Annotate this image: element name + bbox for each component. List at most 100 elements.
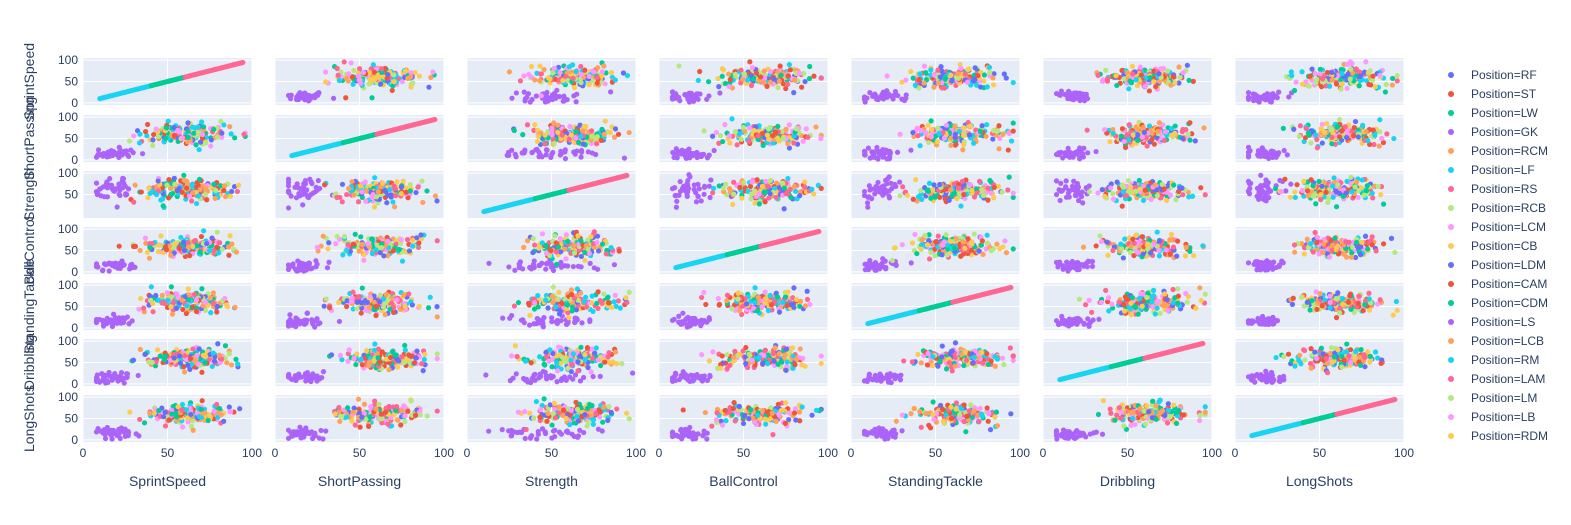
data-point xyxy=(153,126,159,132)
data-point xyxy=(509,95,515,101)
data-point xyxy=(200,124,207,130)
data-point xyxy=(1053,191,1060,198)
data-point xyxy=(351,192,357,198)
data-point xyxy=(939,68,945,74)
data-point xyxy=(155,178,161,184)
data-point xyxy=(588,128,595,134)
data-point xyxy=(575,233,581,239)
data-point xyxy=(185,120,191,126)
subplot-Strength-vs-LongShots xyxy=(1234,171,1405,218)
data-point xyxy=(294,268,300,274)
data-point xyxy=(398,184,405,190)
data-point xyxy=(970,78,977,84)
data-point xyxy=(204,197,210,203)
data-point xyxy=(731,191,737,197)
data-point xyxy=(100,151,107,157)
data-point xyxy=(165,195,172,201)
data-point xyxy=(704,96,710,102)
data-point xyxy=(1351,133,1357,139)
data-point xyxy=(738,136,744,142)
data-point xyxy=(1329,134,1335,140)
subplot-Strength-vs-ShortPassing xyxy=(274,171,445,218)
data-point xyxy=(984,84,990,90)
data-point xyxy=(761,189,767,195)
data-point xyxy=(1130,71,1136,77)
data-point xyxy=(196,176,203,182)
data-point xyxy=(334,194,340,201)
data-point xyxy=(1173,197,1179,203)
data-point xyxy=(399,79,405,85)
data-point xyxy=(150,142,156,149)
data-point xyxy=(748,196,754,202)
data-point xyxy=(1152,182,1158,188)
data-point xyxy=(228,131,234,137)
data-point xyxy=(543,242,549,249)
data-point xyxy=(1077,190,1083,196)
subplot-ShortPassing-vs-ShortPassing xyxy=(274,115,445,162)
data-point xyxy=(802,179,808,185)
data-point xyxy=(816,228,822,235)
data-point xyxy=(1394,78,1400,84)
data-point xyxy=(407,181,413,188)
data-point xyxy=(543,250,550,256)
data-point xyxy=(346,185,352,192)
data-point xyxy=(390,199,396,205)
data-point xyxy=(693,199,700,205)
data-point xyxy=(935,125,941,131)
data-point xyxy=(227,124,233,130)
data-point xyxy=(775,123,781,129)
data-point xyxy=(420,199,426,206)
data-point xyxy=(1363,188,1370,194)
data-point xyxy=(710,190,716,196)
data-point xyxy=(762,199,768,205)
data-point xyxy=(586,73,592,80)
data-point xyxy=(956,185,962,191)
data-point xyxy=(1129,63,1136,69)
data-point xyxy=(1126,86,1132,92)
data-point xyxy=(214,229,220,235)
data-point xyxy=(766,195,772,201)
subplot-SprintSpeed-vs-Dribbling xyxy=(1042,58,1213,105)
data-point xyxy=(306,97,312,104)
data-point xyxy=(340,252,346,258)
data-point xyxy=(193,142,199,148)
data-point xyxy=(1101,126,1108,133)
data-point xyxy=(716,84,722,90)
data-point xyxy=(285,176,292,182)
data-point xyxy=(556,77,562,83)
data-point xyxy=(1121,138,1127,145)
data-point xyxy=(1000,131,1006,137)
data-point xyxy=(551,65,557,71)
subplot-SprintSpeed-vs-SprintSpeed xyxy=(82,58,253,105)
data-point xyxy=(396,246,402,253)
data-point xyxy=(1190,78,1196,84)
data-point xyxy=(1127,189,1133,195)
data-point xyxy=(1141,129,1147,136)
data-point xyxy=(710,133,716,139)
data-point xyxy=(117,262,123,268)
data-point xyxy=(739,76,746,82)
data-point xyxy=(580,128,586,134)
data-point xyxy=(527,99,533,105)
data-point xyxy=(1308,140,1314,146)
data-point xyxy=(763,178,769,185)
data-point xyxy=(181,172,187,178)
data-point xyxy=(1058,188,1064,194)
data-point xyxy=(163,246,170,253)
data-point xyxy=(740,124,746,130)
data-point xyxy=(698,198,704,204)
data-point xyxy=(1124,132,1130,138)
data-point xyxy=(979,186,985,193)
data-point xyxy=(785,141,791,147)
data-point xyxy=(164,182,170,188)
data-point xyxy=(786,122,792,128)
data-point xyxy=(430,69,436,75)
data-point xyxy=(172,240,178,246)
data-point xyxy=(1274,150,1280,157)
data-point xyxy=(189,181,196,187)
data-point xyxy=(672,193,678,199)
data-point xyxy=(126,138,133,144)
data-point xyxy=(786,62,792,68)
data-point xyxy=(513,154,519,160)
data-point xyxy=(530,236,536,242)
